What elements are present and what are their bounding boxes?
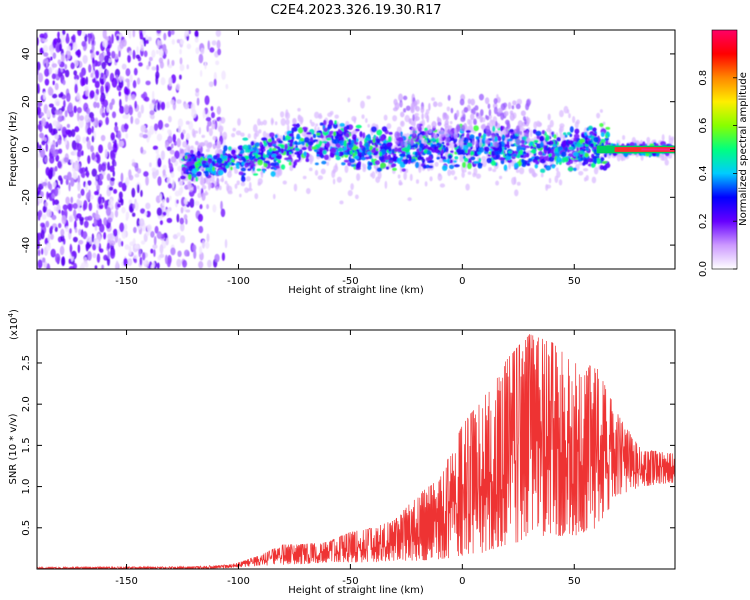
snr-frame <box>36 329 676 570</box>
snr-y-scale-label: (x104) <box>7 309 20 340</box>
x-tick-label: -150 <box>115 276 138 287</box>
y-tick-label: 2.5 <box>21 355 32 371</box>
x-tick-label: 50 <box>568 276 581 287</box>
x-tick-label: 0 <box>459 276 465 287</box>
x-tick-label: -150 <box>115 576 138 587</box>
colorbar-frame <box>711 29 738 270</box>
colorbar-label: Normalized spectral amplitude <box>738 72 749 226</box>
snr-y-label: SNR (10 * v/v) <box>8 413 19 484</box>
spectrogram-tone <box>596 145 675 154</box>
x-tick-label: 0 <box>459 576 465 587</box>
colorbar-tick-label: 0.6 <box>698 118 709 134</box>
y-tick-label: 40 <box>21 48 32 61</box>
x-tick-label: -50 <box>342 576 358 587</box>
snr-y-axis: 0.5 1.0 1.5 2.0 2.5 <box>21 355 675 536</box>
spectrogram-x-axis: -150 -100 -50 0 50 <box>115 30 581 287</box>
colorbar-tick-label: 0.0 <box>698 261 709 277</box>
x-tick-label: -50 <box>342 276 358 287</box>
colorbar-axis: 0.0 0.2 0.4 0.6 0.8 <box>698 70 737 277</box>
colorbar-tick-label: 0.8 <box>698 70 709 86</box>
spectrogram-heatmap <box>37 30 675 269</box>
colorbar-tick-label: 0.4 <box>698 165 709 181</box>
spectrogram-y-label: Frequency (Hz) <box>8 111 19 187</box>
snr-x-axis: -150 -100 -50 0 50 <box>115 330 581 587</box>
x-tick-label: -100 <box>227 276 250 287</box>
x-tick-label: 50 <box>568 576 581 587</box>
colorbar: 0.0 0.2 0.4 0.6 0.8 Normalized spectral ampl… <box>698 29 749 277</box>
y-tick-label: 2.0 <box>21 396 32 412</box>
x-tick-label: -100 <box>227 576 250 587</box>
snr-series <box>37 334 675 569</box>
y-tick-label: -20 <box>21 189 32 205</box>
figure-title: C2E4.2023.326.19.30.R17 <box>270 3 441 18</box>
spectrogram-blobs <box>37 30 675 269</box>
snr-x-label: Height of straight line (km) <box>288 585 424 596</box>
snr-y-scale-exponent: 4 <box>7 312 15 317</box>
spectrogram-y-axis: -40 -20 0 20 40 <box>21 48 675 253</box>
y-tick-label: 0.5 <box>21 520 32 536</box>
y-tick-label: 0 <box>21 146 32 152</box>
colorbar-gradient <box>712 30 737 269</box>
spectrogram-x-label: Height of straight line (km) <box>288 285 424 296</box>
snr-line <box>37 334 675 569</box>
y-tick-label: 1.0 <box>21 479 32 495</box>
snr-panel: -150 -100 -50 0 50 0.5 1.0 1.5 2.0 2.5 Height of… <box>7 309 676 596</box>
y-tick-label: -40 <box>21 237 32 253</box>
y-tick-label: 1.5 <box>21 437 32 453</box>
colorbar-tick-label: 0.2 <box>698 213 709 229</box>
spectrogram-panel: -150 -100 -50 0 50 -40 -20 0 20 40 Height of str… <box>8 29 676 296</box>
y-tick-label: 20 <box>21 95 32 108</box>
